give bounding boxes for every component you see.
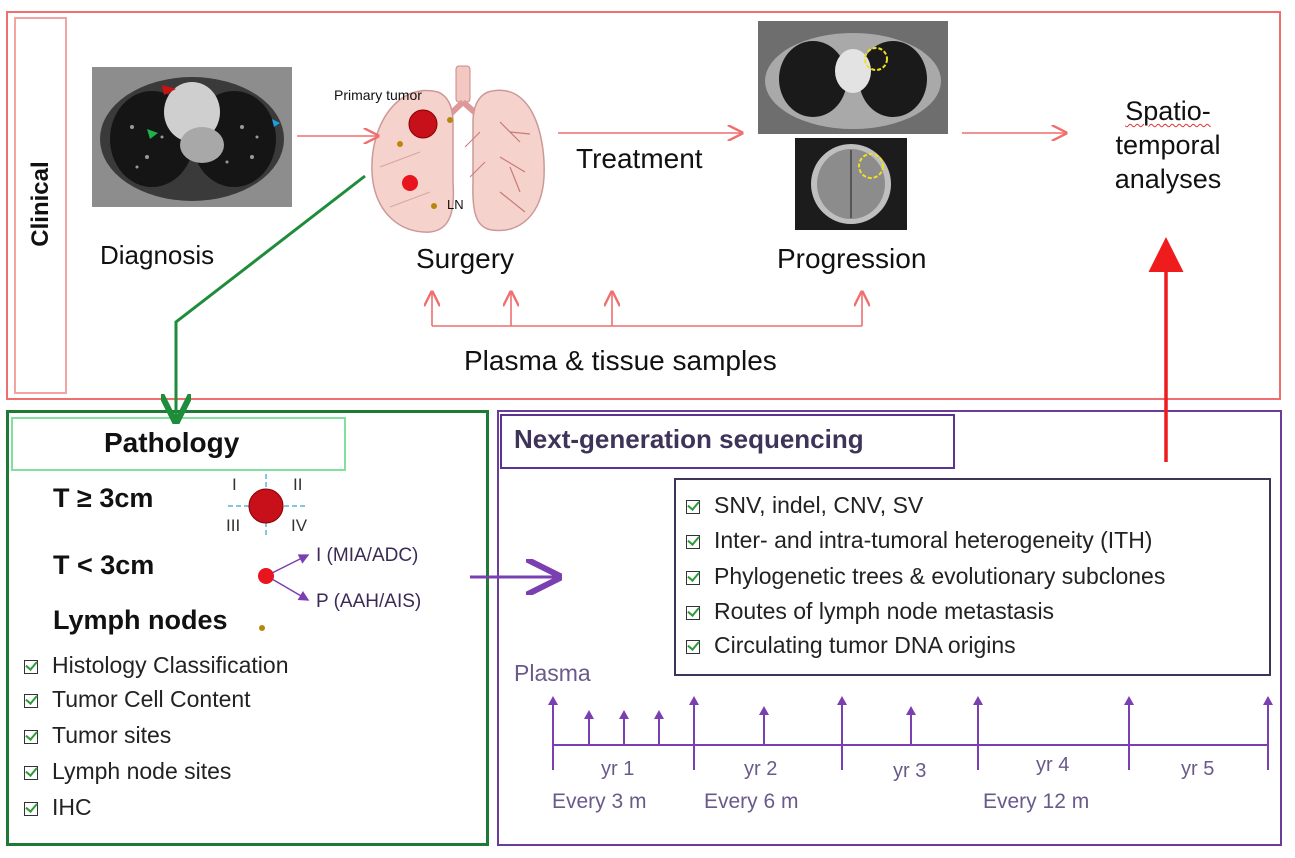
- small-tumor-dot: [258, 568, 274, 584]
- pathology-title-box: [11, 417, 346, 471]
- primary-tumor-label: Primary tumor: [334, 87, 422, 103]
- yr2-label: yr 2: [744, 758, 778, 780]
- spatio-temporal-label: Spatio- temporal analyses: [1098, 94, 1238, 196]
- large-tumor-dot: [248, 488, 284, 524]
- checkbox-icon: [24, 802, 38, 816]
- quadrant-tumor-diagram: [228, 474, 308, 538]
- quadrant-i: I: [232, 475, 237, 494]
- checkbox-icon: [686, 500, 700, 514]
- pathology-check-3: Tumor sites: [24, 722, 171, 749]
- quadrant-iv: IV: [291, 516, 308, 535]
- samples-bracket: [432, 292, 862, 327]
- checkbox-icon: [686, 571, 700, 585]
- ngs-title-text: Next-generation sequencing: [514, 424, 864, 454]
- ct-scan-image: [92, 67, 292, 207]
- diagnosis-label: Diagnosis: [100, 240, 215, 270]
- ct-marker-red: [162, 85, 176, 95]
- ln-label: LN: [447, 197, 464, 212]
- arrow-surgery-pathology: [176, 174, 366, 418]
- secondary-tumor-dot: [402, 175, 418, 191]
- quadrant-ii: II: [293, 475, 303, 494]
- checkbox-icon: [24, 766, 38, 780]
- right-lung: [472, 89, 545, 232]
- plasma-label: Plasma: [514, 660, 591, 686]
- ngs-title: Next-generation sequencing: [514, 424, 864, 455]
- every-6m-label: Every 6 m: [704, 790, 799, 813]
- ngs-check-4: Routes of lymph node metastasis: [686, 598, 1054, 625]
- checkbox-icon: [24, 694, 38, 708]
- ngs-title-box: [500, 414, 955, 469]
- clinical-side-box: [14, 17, 67, 394]
- yr4-label: yr 4: [1036, 754, 1070, 776]
- lymph-node-dot: [259, 625, 265, 631]
- every-3m-label: Every 3 m: [552, 790, 647, 813]
- pathology-check-4: Lymph node sites: [24, 758, 231, 785]
- progression-label: Progression: [777, 243, 927, 274]
- clinical-panel: [6, 11, 1281, 400]
- every-12m-label: Every 12 m: [983, 790, 1090, 813]
- yr5-label: yr 5: [1181, 758, 1215, 780]
- checkbox-icon: [686, 606, 700, 620]
- ngs-check-2: Inter- and intra-tumoral heterogeneity (…: [686, 527, 1152, 554]
- checkbox-icon: [24, 730, 38, 744]
- yr1-label: yr 1: [601, 758, 635, 780]
- pathology-check-2: Tumor Cell Content: [24, 686, 251, 713]
- branch-p-label: P (AAH/AIS): [316, 591, 422, 612]
- progression-mri-image: [795, 138, 907, 230]
- t-small-label: T < 3cm: [53, 550, 155, 580]
- primary-tumor-dot: [408, 109, 438, 139]
- small-tumor-diagram: [258, 554, 310, 601]
- pathology-check-5: IHC: [24, 794, 92, 821]
- lung-illustration: [371, 65, 545, 233]
- checkbox-icon: [24, 660, 38, 674]
- ln-dot: [431, 203, 437, 209]
- ngs-panel: [497, 410, 1282, 846]
- sampling-timeline: [548, 696, 1273, 770]
- checkbox-icon: [686, 640, 700, 654]
- pathology-check-1: Histology Classification: [24, 652, 288, 679]
- ngs-check-3: Phylogenetic trees & evolutionary subclo…: [686, 563, 1165, 590]
- t-large-label: T ≥ 3cm: [53, 483, 154, 513]
- pathology-panel: [6, 410, 489, 846]
- spatio-line-2: temporal: [1115, 130, 1221, 160]
- ngs-check-1: SNV, indel, CNV, SV: [686, 492, 923, 519]
- pathology-title: Pathology: [104, 427, 240, 458]
- checkbox-icon: [686, 535, 700, 549]
- quadrant-iii: III: [226, 516, 241, 535]
- ngs-checklist-box: [674, 478, 1271, 676]
- surgery-label: Surgery: [416, 243, 515, 274]
- lymph-nodes-label: Lymph nodes: [53, 605, 228, 635]
- samples-label: Plasma & tissue samples: [464, 345, 777, 376]
- treatment-label: Treatment: [576, 143, 703, 174]
- branch-i-label: I (MIA/ADC): [316, 545, 419, 566]
- spatio-line-1: Spatio-: [1125, 96, 1211, 126]
- ngs-check-5: Circulating tumor DNA origins: [686, 632, 1016, 659]
- progression-ct-image: [758, 21, 948, 134]
- spatio-line-3: analyses: [1114, 164, 1222, 194]
- yr3-label: yr 3: [893, 760, 927, 782]
